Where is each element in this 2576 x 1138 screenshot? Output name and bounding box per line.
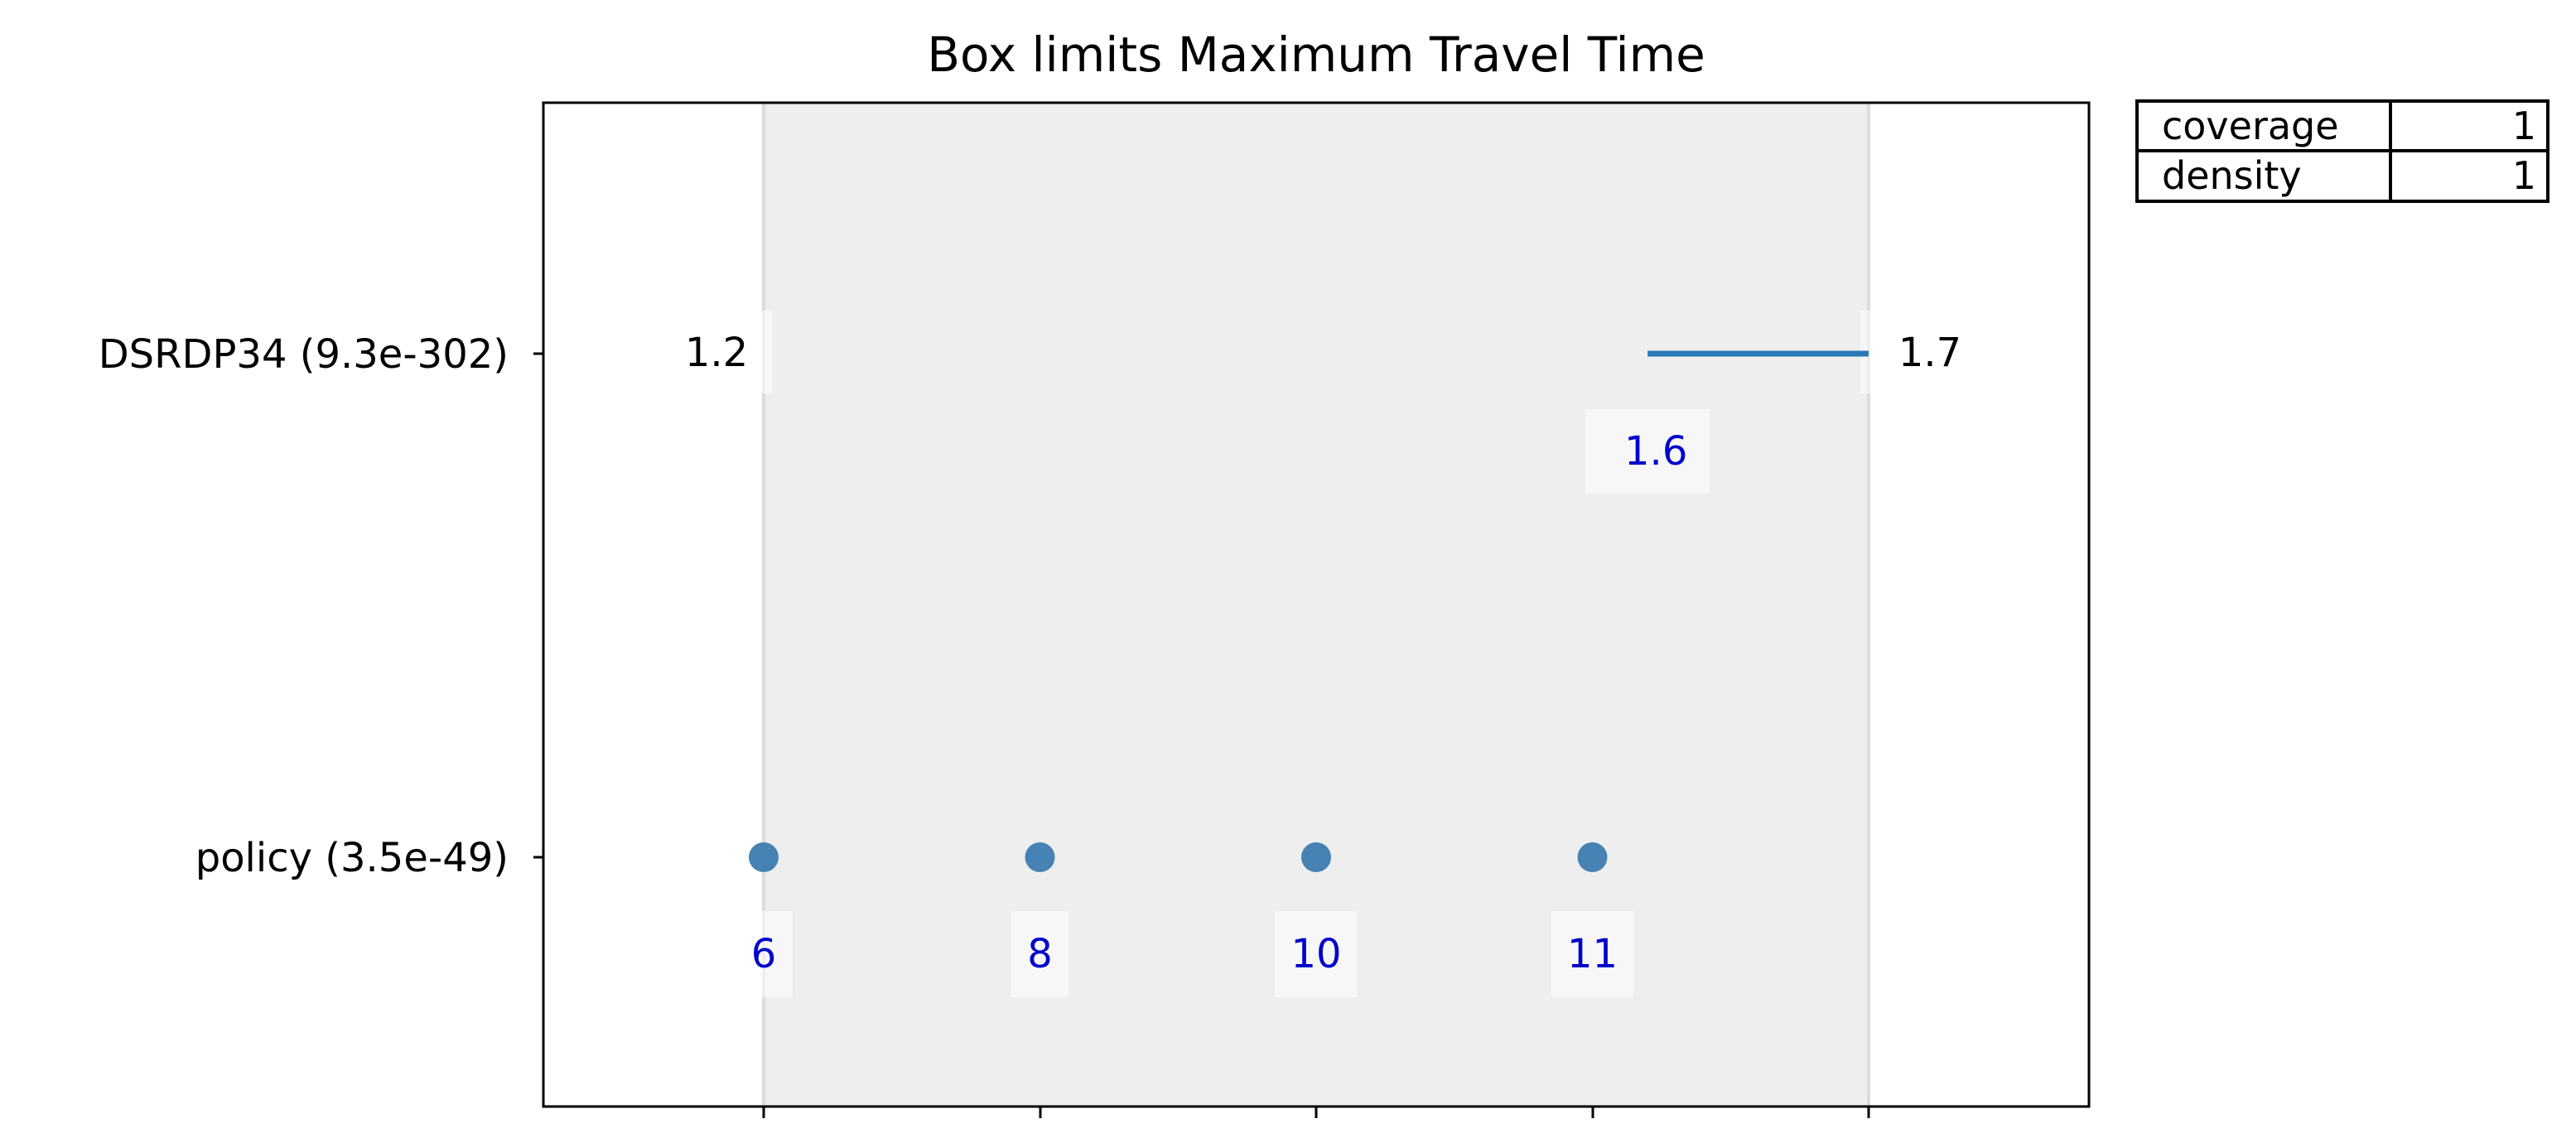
policy-value-label-6: 6 [751,931,777,977]
stats-density-value: 1 [2512,153,2536,198]
policy-value-label-11: 11 [1567,931,1618,977]
policy-value-bg-10 [1275,911,1358,997]
dsrdp34-box-value-label: 1.6 [1624,428,1687,475]
stats-density-label: density [2162,153,2302,198]
policy-point-10 [1301,842,1331,872]
stats-table: coverage 1 density 1 [2135,99,2549,203]
policy-points: 6 8 10 11 [735,842,1634,997]
policy-value-label-10: 10 [1290,931,1341,977]
policy-point-8 [1025,842,1055,872]
policy-point-11 [1577,842,1608,872]
stats-coverage-label: coverage [2162,104,2339,148]
dsrdp34-max-label: 1.7 [1898,330,1961,376]
policy-point-6 [749,842,779,872]
policy-value-bg-11 [1551,911,1634,997]
policy-value-bg-8 [1011,911,1069,997]
dsrdp34-min-label: 1.2 [685,330,748,376]
y-label-policy: policy (3.5e-49) [195,835,509,881]
max-label-bg [1860,311,1966,393]
dsrdp34-box-value-bg [1585,409,1710,494]
y-label-dsrdp34: DSRDP34 (9.3e-302) [99,331,509,378]
min-label-bg [671,311,772,393]
stats-coverage-value: 1 [2512,104,2536,148]
chart-title: Box limits Maximum Travel Time [927,27,1705,83]
policy-value-bg-6 [735,911,793,997]
policy-value-label-8: 8 [1027,931,1053,977]
